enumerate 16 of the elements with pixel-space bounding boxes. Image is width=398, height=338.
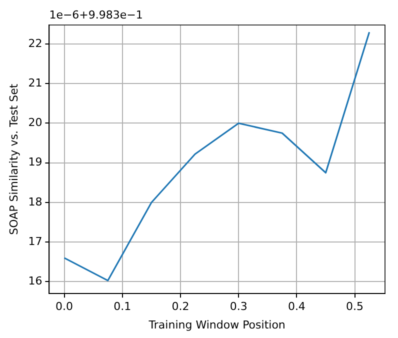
x-tick-label: 0.4 [288,300,306,314]
x-tick-label: 0.3 [230,300,248,314]
text: 1e−6+9.983e−1 [49,8,143,22]
y-tick-label: 17 [28,234,42,248]
y-tick-label: 21 [28,76,42,90]
y-axis-title: SOAP Similarity vs. Test Set [7,83,20,235]
x-axis-title: Training Window Position [148,318,286,332]
x-tick-label: 0.1 [114,300,132,314]
y-tick-label: 19 [28,156,42,169]
x-tick-label: 0.2 [172,300,190,314]
y-tick-label: 20 [28,116,42,130]
y-tick-label: 16 [28,274,42,288]
y-tick-label: 22 [28,36,42,50]
y-tick-label: 18 [28,195,42,208]
x-tick-label: 0.0 [56,300,74,314]
x-tick-label: 0.5 [346,300,364,314]
